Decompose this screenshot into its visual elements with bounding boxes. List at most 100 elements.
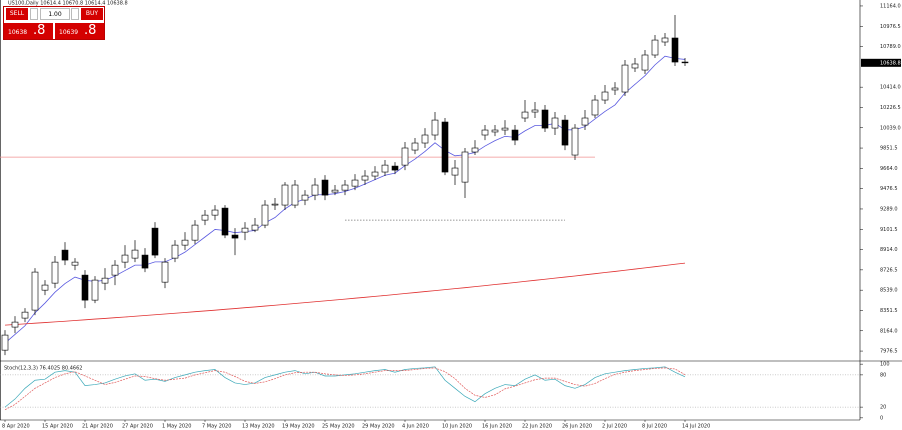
buy-price-pips: .8 xyxy=(84,23,97,38)
candle-body xyxy=(331,189,339,193)
candle-body xyxy=(151,227,159,256)
candle-body xyxy=(611,87,619,91)
candle-body xyxy=(581,117,589,126)
candle-body xyxy=(291,184,299,206)
x-tick-label: 8 Jul 2020 xyxy=(642,424,667,430)
candle-body xyxy=(241,227,249,233)
x-tick-label: 16 Jun 2020 xyxy=(482,424,512,430)
y-tick-label: 10976.5 xyxy=(880,24,901,30)
candle-body xyxy=(121,254,129,263)
candle-body xyxy=(11,321,19,328)
x-tick-label: 2 Jul 2020 xyxy=(602,424,627,430)
y-tick-label: 8351.5 xyxy=(880,308,898,314)
candle-body xyxy=(511,129,519,141)
candle-body xyxy=(271,203,279,206)
sell-price[interactable]: 10638 .8 xyxy=(4,23,53,39)
candle-body xyxy=(251,224,259,231)
candle-body xyxy=(591,99,599,116)
candle-body xyxy=(391,165,399,171)
candle-body xyxy=(471,147,479,153)
x-tick-label: 27 Apr 2020 xyxy=(122,424,153,430)
y-tick-label: 0 xyxy=(880,415,883,421)
y-tick-label: 20 xyxy=(880,405,886,411)
candle-body xyxy=(201,214,209,221)
lot-input[interactable]: 1.00 xyxy=(40,8,70,20)
y-tick-label: 9851.5 xyxy=(880,146,898,152)
candle-body xyxy=(71,261,79,266)
candle-body xyxy=(21,311,29,319)
candle-body xyxy=(221,207,229,236)
candle-body xyxy=(341,184,349,191)
candle-body xyxy=(631,63,639,69)
candle-body xyxy=(101,277,109,284)
candle-body xyxy=(671,37,679,63)
stochastic-line xyxy=(4,367,686,411)
candle-body xyxy=(551,117,559,129)
x-tick-label: 26 Jun 2020 xyxy=(562,424,592,430)
candle-body xyxy=(301,194,309,201)
symbol-line: US100,Daily 10614.4 10670.8 10614.4 1063… xyxy=(8,1,128,7)
candle-body xyxy=(681,61,689,64)
candle-body xyxy=(81,274,89,301)
y-tick-label: 8164.0 xyxy=(880,328,898,334)
sell-price-main: 10638 xyxy=(8,29,28,36)
lot-down[interactable] xyxy=(30,8,38,20)
y-tick-label: 9476.5 xyxy=(880,186,898,192)
x-tick-label: 13 May 2020 xyxy=(242,424,275,430)
candle-body xyxy=(111,264,119,276)
candle-body xyxy=(561,119,569,146)
x-tick-label: 21 Apr 2020 xyxy=(82,424,113,430)
lot-up[interactable] xyxy=(71,8,79,20)
x-tick-label: 10 Jun 2020 xyxy=(442,424,472,430)
candle-body xyxy=(411,142,419,151)
candle-body xyxy=(651,39,659,56)
candle-body xyxy=(51,261,59,284)
x-tick-label: 1 May 2020 xyxy=(162,424,191,430)
candle-body xyxy=(141,254,149,269)
candle-body xyxy=(501,127,509,131)
candle-body xyxy=(1,334,9,351)
candle-body xyxy=(401,147,409,166)
candle-body xyxy=(161,261,169,283)
y-tick-label: 8539.0 xyxy=(880,288,898,294)
y-tick-label: 80 xyxy=(880,372,886,378)
y-tick-label: 9289.0 xyxy=(880,206,898,212)
candle-body xyxy=(191,224,199,241)
candle-body xyxy=(181,239,189,246)
candle-body xyxy=(61,249,69,261)
y-tick-label: 100 xyxy=(880,362,890,368)
candle-body xyxy=(451,167,459,176)
candle-body xyxy=(541,109,549,129)
y-tick-label: 8726.5 xyxy=(880,267,898,273)
sell-button[interactable]: SELL xyxy=(6,8,28,20)
candle-body xyxy=(421,134,429,144)
buy-button[interactable]: BUY xyxy=(81,8,103,20)
candle-body xyxy=(441,121,449,173)
y-tick-label: 10789.0 xyxy=(880,44,901,50)
candle-body xyxy=(231,234,239,239)
moving-average xyxy=(4,262,686,326)
candle-body xyxy=(461,151,469,183)
candle-body xyxy=(481,129,489,136)
x-tick-label: 19 May 2020 xyxy=(282,424,315,430)
y-tick-label: 9664.0 xyxy=(880,166,898,172)
x-tick-label: 22 Jun 2020 xyxy=(522,424,552,430)
candle-body xyxy=(261,204,269,226)
candle-body xyxy=(311,184,319,196)
candle-body xyxy=(211,209,219,216)
candle-body xyxy=(31,271,39,311)
candle-body xyxy=(171,244,179,259)
candle-body xyxy=(321,179,329,196)
current-price-label: 10638.8 xyxy=(880,60,901,66)
candle-body xyxy=(431,119,439,136)
sell-price-pips: .8 xyxy=(33,23,46,38)
candle-body xyxy=(621,64,629,93)
buy-price[interactable]: 10639 .8 xyxy=(55,23,104,39)
candle-body xyxy=(91,279,99,301)
indicator-title: Stoch(12,3,3) 76.4025 80.4662 xyxy=(4,366,82,372)
x-tick-label: 25 May 2020 xyxy=(322,424,355,430)
buy-price-main: 10639 xyxy=(59,29,79,36)
candle-body xyxy=(641,54,649,71)
x-tick-label: 8 Apr 2020 xyxy=(2,424,30,430)
y-tick-label: 9101.5 xyxy=(880,227,898,233)
